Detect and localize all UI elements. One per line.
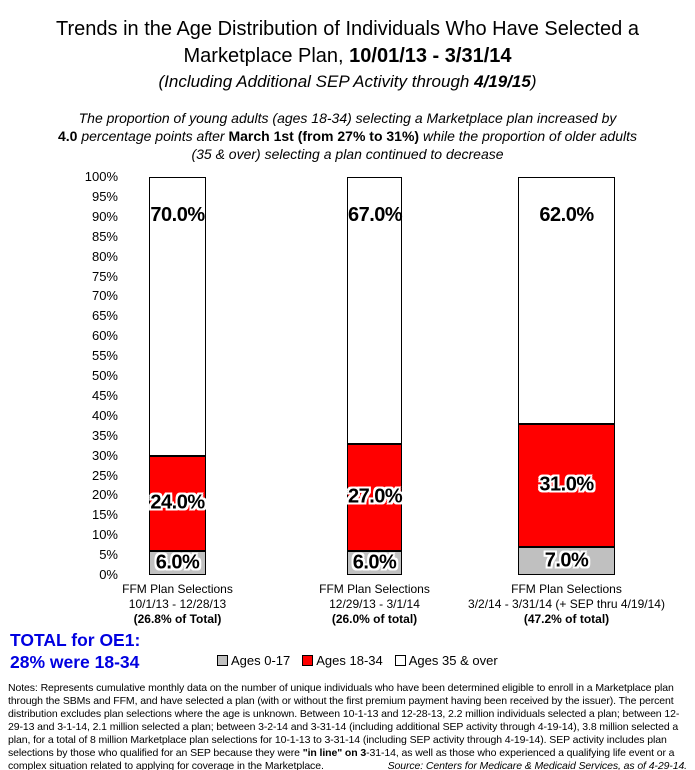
text-segment: March 1st (from 27% to 31%) <box>228 128 420 144</box>
bar-segment-ages-18-34: 27.0% <box>347 443 403 552</box>
y-axis-tick-label: 85% <box>91 228 118 244</box>
legend-swatch-ages-0-17 <box>217 655 228 666</box>
y-axis-tick-label: 5% <box>99 547 118 563</box>
category-label-line: 10/1/13 - 12/28/13 <box>128 597 227 611</box>
y-axis-tick-label: 60% <box>91 328 118 344</box>
y-axis-tick-label: 75% <box>91 268 118 284</box>
y-axis-tick-label: 100% <box>84 169 118 184</box>
segment-value-label: 27.0% <box>348 485 403 508</box>
notes-body: Notes: Represents cumulative monthly dat… <box>8 682 679 770</box>
segment-value-label: 6.0% <box>155 551 200 574</box>
segment-value-label: 24.0% <box>150 491 205 514</box>
bar-segment-ages-18-34: 24.0% <box>149 455 206 552</box>
total-note: TOTAL for OE1: 28% were 18-34 <box>10 629 140 673</box>
text-segment: Marketplace Plan, <box>183 45 350 67</box>
bar-segment-ages-0-17: 6.0% <box>149 551 206 575</box>
legend-item-ages-18-34: Ages 18-34 <box>302 653 383 668</box>
category-label-3: FFM Plan Selections 3/2/14 - 3/31/14 (+ S… <box>452 582 682 627</box>
legend-item-ages-0-17: Ages 0-17 <box>217 653 290 668</box>
y-axis-tick-label: 15% <box>91 507 118 523</box>
category-label-line: (26.8% of Total) <box>133 612 222 626</box>
legend-label: Ages 35 & over <box>408 653 498 668</box>
chart-title: Trends in the Age Distribution of Indivi… <box>0 16 695 94</box>
y-axis-tick-label: 40% <box>91 407 118 423</box>
total-note-line-2: 28% were 18-34 <box>10 652 140 672</box>
category-label-line: FFM Plan Selections <box>319 582 430 596</box>
category-label-line: 3/2/14 - 3/31/14 (+ SEP thru 4/19/14) <box>468 597 665 611</box>
y-axis-tick-label: 80% <box>91 248 118 264</box>
legend-item-ages-35-over: Ages 35 & over <box>394 653 498 668</box>
text-segment: while the proportion of older adults <box>419 128 637 144</box>
bar-segment-ages-18-34: 31.0% <box>518 423 615 548</box>
y-axis-tick-label: 30% <box>91 447 118 463</box>
category-label-line: (47.2% of total) <box>523 612 610 626</box>
text-segment: (Including Additional SEP Activity throu… <box>158 72 475 91</box>
y-axis-tick-label: 95% <box>91 188 118 204</box>
segment-value-label: 6.0% <box>352 551 397 574</box>
chart-legend: Ages 0-17 Ages 18-34 Ages 35 & over <box>217 653 498 668</box>
segment-value-label: 31.0% <box>539 473 594 496</box>
subtitle-line-2: 4.0 percentage points after March 1st (f… <box>0 127 695 145</box>
y-axis-tick-label: 0% <box>99 567 118 582</box>
subtitle-line-3: (35 & over) selecting a plan continued t… <box>0 145 695 163</box>
total-note-line-1: TOTAL for OE1: <box>10 630 141 650</box>
y-axis-tick-label: 10% <box>91 527 118 543</box>
chart-subtitle: The proportion of young adults (ages 18-… <box>0 109 695 163</box>
title-line-1: Trends in the Age Distribution of Indivi… <box>0 16 695 43</box>
y-axis-tick-label: 50% <box>91 368 118 383</box>
bar-segment-ages-35-over: 70.0% <box>149 177 206 456</box>
source-citation: Source: Centers for Medicare & Medicaid … <box>387 760 688 770</box>
segment-value-label: 62.0% <box>539 204 594 227</box>
text-segment: ) <box>530 72 537 91</box>
stacked-bar-3: 7.0% 31.0% 62.0% <box>518 177 615 575</box>
y-axis-tick-label: 90% <box>91 208 118 224</box>
category-label-line: (26.0% of total) <box>331 612 418 626</box>
y-axis-tick-label: 55% <box>91 348 118 364</box>
text-segment: 4/19/15 <box>474 72 531 91</box>
title-line-2: Marketplace Plan, 10/01/13 - 3/31/14 <box>0 43 695 70</box>
segment-value-label: 70.0% <box>150 204 205 227</box>
text-segment: "in line" on 3 <box>302 747 367 759</box>
y-axis-tick-label: 45% <box>91 387 118 403</box>
text-segment: (35 & over) selecting a plan continued t… <box>191 146 504 162</box>
notes-block: Notes: Represents cumulative monthly dat… <box>8 682 687 770</box>
category-label-2: FFM Plan Selections 12/29/13 - 3/1/14 (26.… <box>260 582 490 627</box>
y-axis-tick-label: 20% <box>91 487 118 503</box>
legend-label: Ages 18-34 <box>316 653 383 668</box>
legend-label: Ages 0-17 <box>231 653 291 668</box>
bar-segment-ages-35-over: 67.0% <box>347 177 403 444</box>
y-axis-tick-label: 65% <box>91 308 118 324</box>
category-label-line: FFM Plan Selections <box>511 582 622 596</box>
text-segment: 4.0 <box>58 128 78 144</box>
text-segment: -31-14, as well as those who experienced… <box>8 747 675 770</box>
stacked-bar-2: 6.0% 27.0% 67.0% <box>347 177 403 575</box>
segment-value-label: 67.0% <box>348 204 403 227</box>
category-label-line: FFM Plan Selections <box>122 582 233 596</box>
stacked-bar-1: 6.0% 24.0% 70.0% <box>149 177 206 575</box>
title-line-3: (Including Additional SEP Activity throu… <box>0 70 695 94</box>
bar-segment-ages-35-over: 62.0% <box>518 177 615 424</box>
y-axis-tick-label: 70% <box>91 288 118 304</box>
text-segment: percentage points after <box>77 128 229 144</box>
category-label-1: FFM Plan Selections 10/1/13 - 12/28/13 (26… <box>63 582 293 627</box>
bar-segment-ages-0-17: 6.0% <box>347 551 402 575</box>
legend-swatch-ages-18-34 <box>302 655 314 666</box>
y-axis-tick-label: 25% <box>91 467 118 483</box>
text-segment: 10/01/13 - 3/31/14 <box>349 45 512 67</box>
segment-value-label: 7.0% <box>544 549 589 572</box>
text-segment: Notes: Represents cumulative monthly dat… <box>8 682 680 759</box>
category-label-line: 12/29/13 - 3/1/14 <box>329 597 420 611</box>
text-segment: Trends in the Age Distribution of Indivi… <box>56 18 639 40</box>
legend-swatch-ages-35-over <box>394 655 406 666</box>
text-segment: The proportion of young adults (ages 18-… <box>78 110 617 126</box>
subtitle-line-1: The proportion of young adults (ages 18-… <box>0 109 695 127</box>
bar-segment-ages-0-17: 7.0% <box>518 547 615 575</box>
y-axis-tick-label: 35% <box>91 427 118 443</box>
